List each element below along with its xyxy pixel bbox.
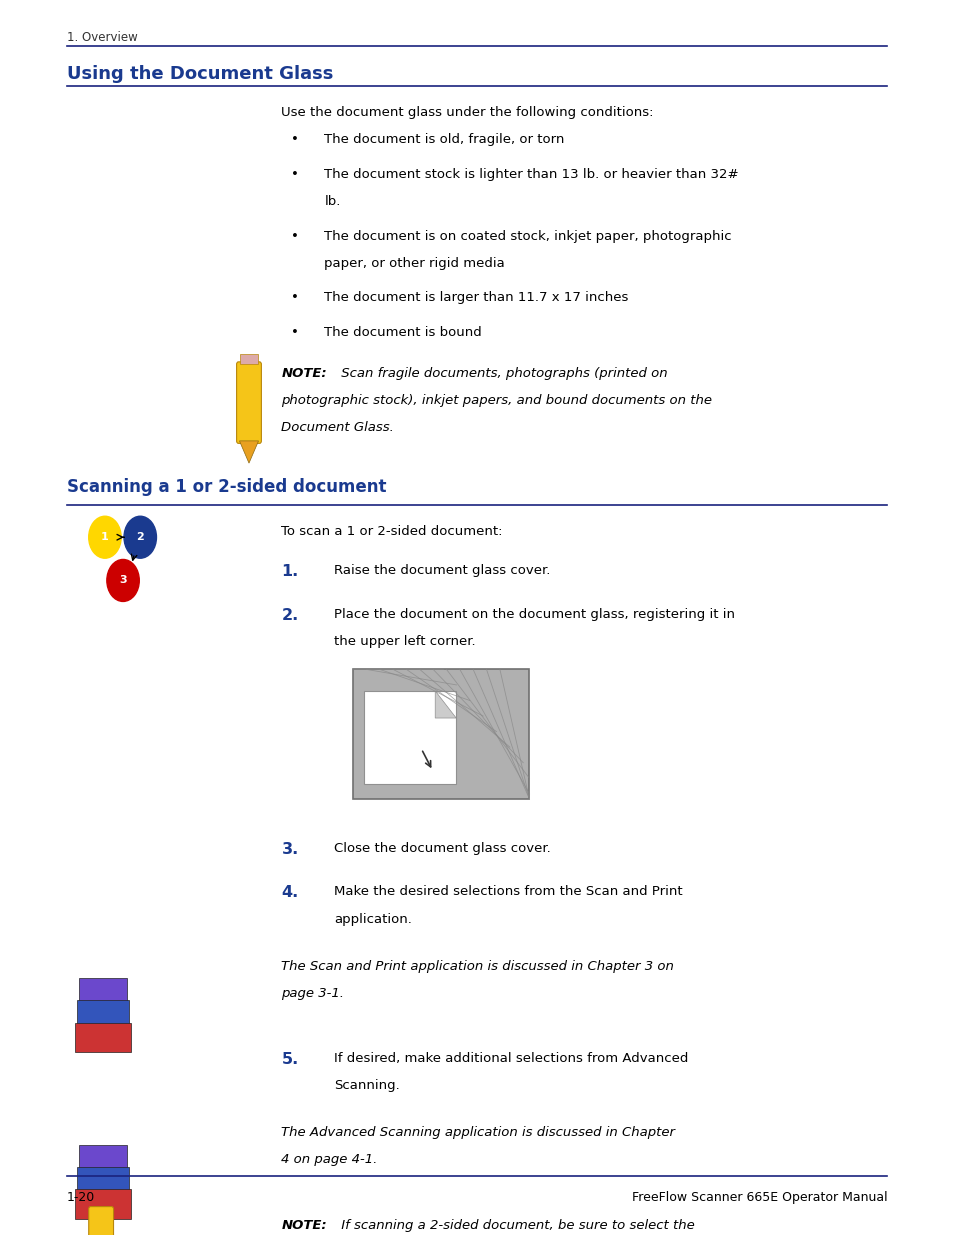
Text: If desired, make additional selections from Advanced: If desired, make additional selections f… bbox=[334, 1052, 687, 1066]
Text: Scan fragile documents, photographs (printed on: Scan fragile documents, photographs (pri… bbox=[336, 367, 667, 380]
Text: paper, or other rigid media: paper, or other rigid media bbox=[324, 257, 504, 270]
Polygon shape bbox=[239, 441, 258, 463]
Text: the upper left corner.: the upper left corner. bbox=[334, 635, 475, 648]
FancyBboxPatch shape bbox=[240, 354, 257, 364]
Text: Use the document glass under the following conditions:: Use the document glass under the followi… bbox=[281, 106, 653, 120]
Circle shape bbox=[89, 516, 121, 558]
Text: •: • bbox=[291, 230, 298, 243]
FancyBboxPatch shape bbox=[236, 362, 261, 443]
Polygon shape bbox=[435, 690, 456, 718]
Text: photographic stock), inkjet papers, and bound documents on the: photographic stock), inkjet papers, and … bbox=[281, 394, 712, 408]
Text: FreeFlow Scanner 665E Operator Manual: FreeFlow Scanner 665E Operator Manual bbox=[631, 1191, 886, 1204]
Text: application.: application. bbox=[334, 913, 412, 926]
FancyBboxPatch shape bbox=[75, 1023, 131, 1052]
Text: The Scan and Print application is discussed in Chapter 3 on: The Scan and Print application is discus… bbox=[281, 960, 674, 973]
Text: 2: 2 bbox=[136, 532, 144, 542]
Text: •: • bbox=[291, 168, 298, 182]
FancyBboxPatch shape bbox=[353, 669, 529, 799]
Text: The document is larger than 11.7 x 17 inches: The document is larger than 11.7 x 17 in… bbox=[324, 291, 628, 305]
Text: The document is old, fragile, or torn: The document is old, fragile, or torn bbox=[324, 133, 564, 147]
Text: Place the document on the document glass, registering it in: Place the document on the document glass… bbox=[334, 608, 734, 621]
Text: •: • bbox=[291, 326, 298, 340]
Text: Using the Document Glass: Using the Document Glass bbox=[67, 65, 333, 84]
FancyBboxPatch shape bbox=[79, 1145, 127, 1174]
Text: 1-20: 1-20 bbox=[67, 1191, 95, 1204]
Text: •: • bbox=[291, 133, 298, 147]
Text: 4.: 4. bbox=[281, 885, 298, 900]
Text: 3.: 3. bbox=[281, 842, 298, 857]
Text: To scan a 1 or 2-sided document:: To scan a 1 or 2-sided document: bbox=[281, 525, 502, 538]
Text: page 3-1.: page 3-1. bbox=[281, 987, 344, 1000]
FancyBboxPatch shape bbox=[77, 1167, 129, 1197]
Text: 1. Overview: 1. Overview bbox=[67, 31, 137, 44]
Text: 1: 1 bbox=[101, 532, 109, 542]
Text: 1.: 1. bbox=[281, 564, 298, 579]
Text: Document Glass.: Document Glass. bbox=[281, 421, 394, 435]
Text: NOTE:: NOTE: bbox=[281, 1219, 327, 1233]
Text: 2.: 2. bbox=[281, 608, 298, 622]
Text: 5.: 5. bbox=[281, 1052, 298, 1067]
Circle shape bbox=[124, 516, 156, 558]
FancyBboxPatch shape bbox=[89, 1207, 113, 1235]
Text: If scanning a 2-sided document, be sure to select the: If scanning a 2-sided document, be sure … bbox=[336, 1219, 694, 1233]
Text: NOTE:: NOTE: bbox=[281, 367, 327, 380]
Text: •: • bbox=[291, 291, 298, 305]
Text: The Advanced Scanning application is discussed in Chapter: The Advanced Scanning application is dis… bbox=[281, 1126, 675, 1140]
FancyBboxPatch shape bbox=[79, 978, 127, 1008]
Text: Scanning a 1 or 2-sided document: Scanning a 1 or 2-sided document bbox=[67, 478, 386, 496]
Text: The document stock is lighter than 13 lb. or heavier than 32#: The document stock is lighter than 13 lb… bbox=[324, 168, 739, 182]
Text: Close the document glass cover.: Close the document glass cover. bbox=[334, 842, 550, 856]
FancyBboxPatch shape bbox=[75, 1189, 131, 1219]
Text: 4 on page 4-1.: 4 on page 4-1. bbox=[281, 1153, 377, 1167]
Text: The document is bound: The document is bound bbox=[324, 326, 481, 340]
Text: lb.: lb. bbox=[324, 195, 340, 209]
Text: Raise the document glass cover.: Raise the document glass cover. bbox=[334, 564, 550, 578]
Text: Make the desired selections from the Scan and Print: Make the desired selections from the Sca… bbox=[334, 885, 681, 899]
FancyBboxPatch shape bbox=[77, 1000, 129, 1030]
Text: 3: 3 bbox=[119, 576, 127, 585]
Text: Scanning.: Scanning. bbox=[334, 1079, 399, 1093]
Text: The document is on coated stock, inkjet paper, photographic: The document is on coated stock, inkjet … bbox=[324, 230, 731, 243]
Circle shape bbox=[107, 559, 139, 601]
FancyBboxPatch shape bbox=[364, 690, 456, 784]
